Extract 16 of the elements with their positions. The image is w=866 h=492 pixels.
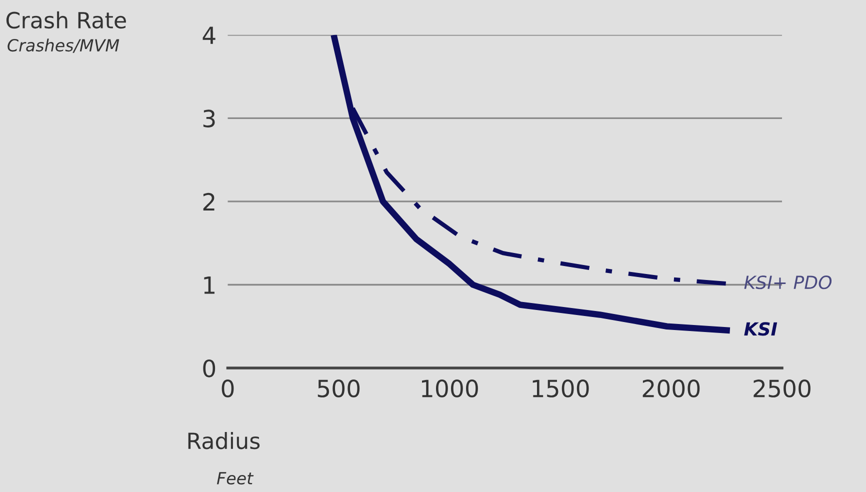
x-tick-label: 0 (222, 380, 234, 398)
x-tick-label: 500 (318, 380, 360, 398)
y-tick-label: 4 (202, 26, 216, 44)
text: Crashes/MVM (8, 38, 120, 53)
y-tick-label: 0 (203, 359, 216, 378)
x-tick-label: 1000 (422, 380, 478, 398)
text: Feet (216, 472, 254, 485)
y-tick-label: 3 (203, 110, 215, 128)
series-label: KSI (744, 322, 778, 336)
x-tick-label: 2000 (642, 380, 700, 398)
y-axis-title: Crash Rate (6, 11, 126, 29)
x-tick-label: 2500 (754, 380, 810, 398)
x-axis-title: Radius (188, 432, 260, 450)
y-tick-label: 1 (204, 276, 214, 294)
x-tick-label: 1500 (532, 380, 589, 398)
y-tick-label: 2 (203, 192, 214, 210)
